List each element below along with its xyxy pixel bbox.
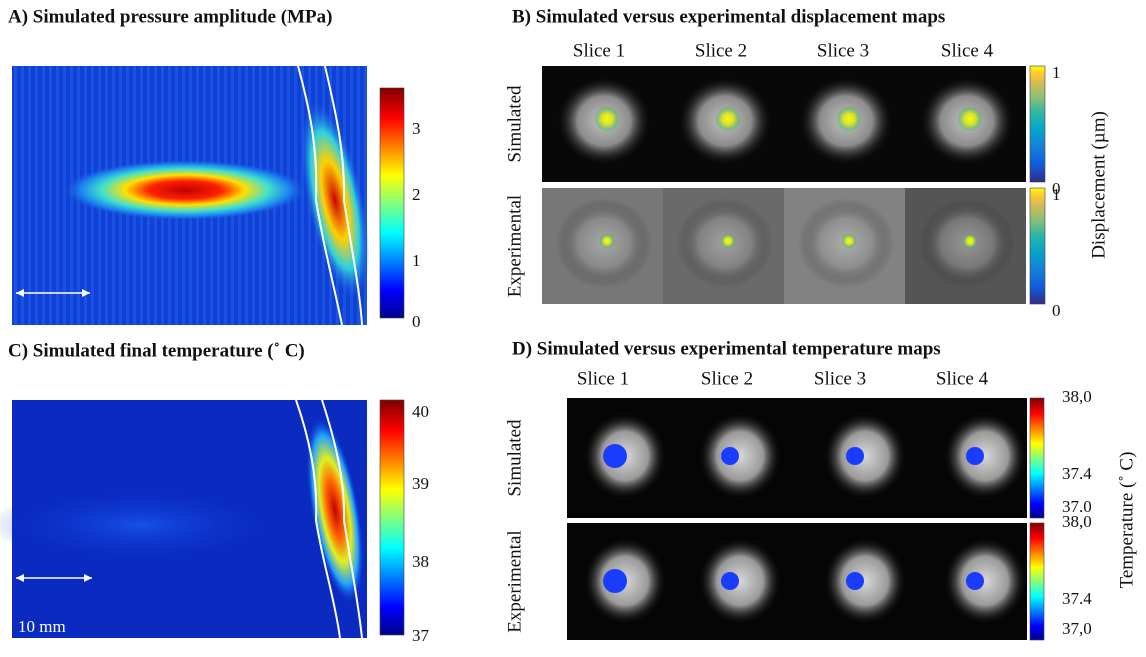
heated-spot: [846, 447, 864, 465]
focal-spot: [721, 234, 735, 248]
focal-spot: [600, 234, 614, 248]
colorbar-tick-label: 38: [412, 552, 429, 571]
focal-spot: [842, 234, 856, 248]
slice-label: Slice 1: [577, 368, 629, 389]
scale-bar-label: 10 mm: [18, 617, 66, 636]
temperature-map: [0, 400, 404, 638]
slice-label: Slice 3: [814, 368, 866, 389]
colorbar-tick-label: 0: [412, 312, 421, 331]
panel-title: C) Simulated final temperature (˚ C): [8, 340, 305, 361]
colorbar-tick-label: 1: [412, 251, 421, 270]
colorbar-tick-label: 38,0: [1062, 512, 1092, 531]
slice-label: Slice 2: [701, 368, 753, 389]
focal-spot: [963, 234, 977, 248]
brain: [943, 412, 1027, 500]
colorbar-tick-label: 40: [412, 402, 429, 421]
brain: [823, 537, 907, 625]
heated-spot: [603, 444, 627, 468]
colorbar-tick-label: 3: [412, 119, 421, 138]
heated-spot: [721, 572, 739, 590]
colorbar: [1030, 523, 1044, 640]
colorbar: [1030, 188, 1045, 304]
focal-spot: [837, 107, 861, 131]
brain: [698, 412, 782, 500]
slice-label: Slice 3: [817, 40, 869, 61]
colorbar-tick-label: 0: [1052, 301, 1061, 320]
temperature-maps: [567, 398, 1044, 640]
panel-title: D) Simulated versus experimental tempera…: [512, 338, 941, 359]
colorbar-tick-label: 1: [1052, 185, 1061, 204]
row-label: Experimental: [504, 195, 525, 297]
focal-spot: [716, 107, 740, 131]
heated-spot: [966, 447, 984, 465]
slice-label: Slice 4: [936, 368, 989, 389]
focal-spot: [595, 107, 619, 131]
slice-label: Slice 1: [573, 40, 625, 61]
brain: [943, 537, 1027, 625]
panel-title: B) Simulated versus experimental displac…: [512, 6, 945, 27]
slice-label: Slice 4: [941, 40, 994, 61]
colorbar-tick-label: 37,0: [1062, 619, 1092, 638]
colorbar-tick-label: 38,0: [1062, 387, 1092, 406]
colorbar-tick-label: 37: [412, 626, 430, 645]
row-label: Experimental: [504, 530, 525, 632]
colorbar-tick-label: 1: [1052, 63, 1061, 82]
heated-spot: [846, 572, 864, 590]
colorbar-tick-label: 2: [412, 185, 421, 204]
pressure-map: [12, 66, 404, 325]
colorbar-tick-label: 39: [412, 474, 429, 493]
row-label: Simulated: [504, 85, 525, 163]
colorbar-tick-label: 37.4: [1062, 464, 1092, 483]
brain: [823, 412, 907, 500]
colorbar-label: Displacement (µm): [1088, 111, 1109, 259]
colorbar-tick-label: 37.4: [1062, 589, 1092, 608]
heated-spot: [966, 572, 984, 590]
row-label: Simulated: [504, 419, 525, 497]
slice-label: Slice 2: [695, 40, 747, 61]
colorbar: [1030, 66, 1045, 182]
brain: [698, 537, 782, 625]
colorbar: [1030, 398, 1044, 518]
colorbar-label: Temperature (˚ C): [1116, 452, 1137, 589]
heated-spot: [603, 569, 627, 593]
heated-spot: [721, 447, 739, 465]
figure: A) Simulated pressure amplitude (MPa) B) …: [0, 0, 1146, 657]
displacement-maps: [542, 66, 1045, 304]
focal-spot: [958, 107, 982, 131]
panel-title: A) Simulated pressure amplitude (MPa): [8, 6, 332, 27]
